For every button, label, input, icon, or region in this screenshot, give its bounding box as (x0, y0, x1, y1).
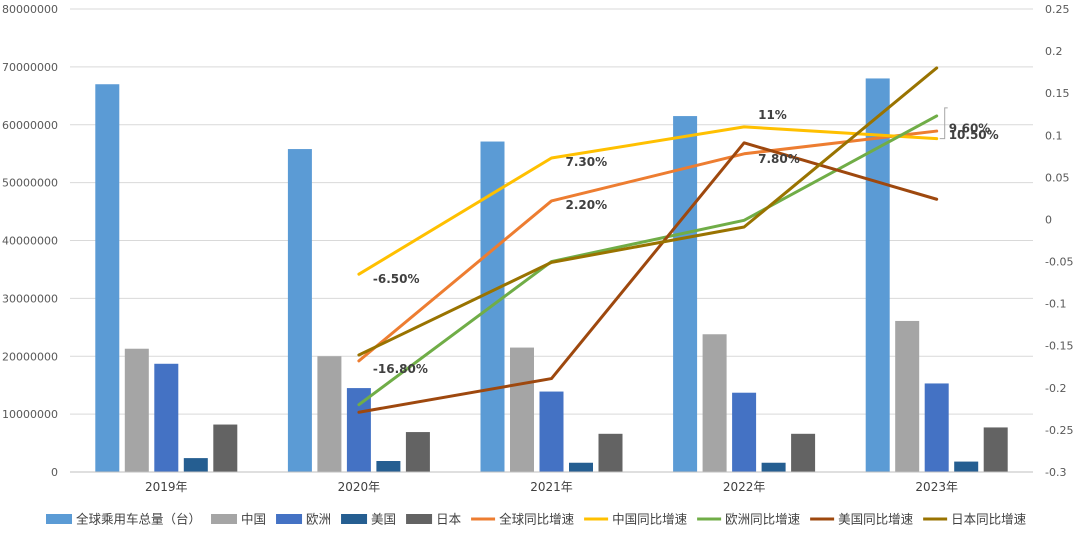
right-tick-label: -0.1 (1045, 298, 1066, 311)
bar (376, 461, 401, 472)
bar (213, 424, 238, 472)
right-tick-label: 0.05 (1045, 171, 1070, 184)
bar (346, 388, 371, 472)
bar (673, 116, 698, 472)
series-line (357, 125, 939, 276)
legend-label: 欧洲 (306, 512, 331, 527)
bar (702, 334, 727, 472)
bar (287, 149, 312, 472)
series-line (357, 114, 939, 407)
right-tick-label: 0.15 (1045, 87, 1070, 100)
legend-swatch (341, 514, 368, 524)
category-label: 2020年 (338, 480, 381, 494)
left-tick-label: 80000000 (2, 3, 58, 16)
left-tick-label: 20000000 (2, 350, 58, 363)
bar (598, 433, 623, 472)
bar (510, 347, 534, 472)
left-axis-ticks: 0 10000000 20000000 30000000 40000000 5000000… (2, 3, 58, 479)
data-label: 9.60% (949, 122, 991, 136)
data-labels: -6.50% -16.80% 7.30% 2.20% 11% 7.80% 9.60%10.5… (373, 107, 999, 376)
line-marks (357, 66, 939, 414)
legend-swatch (406, 514, 433, 524)
series-line (357, 66, 939, 357)
label-leader-line (939, 107, 948, 140)
legend-label: 日本同比增速 (951, 512, 1027, 527)
legend-label: 中国 (241, 512, 266, 527)
legend-label: 日本 (436, 512, 462, 527)
data-label: 11% (758, 108, 787, 122)
series-line (357, 129, 939, 363)
legend: 全球乘用车总量（台） 中国 欧洲 美国 日本 全球同比增速 中国同比增速 欧洲同比增速 美国同比… (46, 512, 1027, 527)
bar (154, 363, 179, 472)
bar (761, 462, 786, 472)
category-labels: 2019年 2020年 2021年 2022年 2023年 (145, 480, 958, 494)
right-axis-ticks: -0.3 -0.25 -0.2 -0.15 -0.1 -0.05 0 0.05 0.1 0.15 0… (1045, 3, 1073, 479)
bar (539, 391, 564, 472)
right-tick-label: 0 (1045, 213, 1052, 226)
category-label: 2021年 (530, 480, 573, 494)
bar (732, 392, 757, 472)
bar (95, 84, 120, 473)
category-label: 2019年 (145, 480, 188, 494)
legend-label: 美国 (371, 512, 396, 527)
bar (791, 433, 816, 472)
bar (895, 320, 920, 472)
legend-label: 欧洲同比增速 (725, 512, 801, 527)
legend-label: 全球同比增速 (499, 512, 575, 527)
category-label: 2023年 (915, 480, 958, 494)
right-tick-label: -0.15 (1045, 340, 1073, 353)
left-tick-label: 40000000 (2, 235, 58, 248)
legend-label: 全球乘用车总量（台） (76, 512, 201, 527)
bar (317, 356, 342, 472)
gridlines (70, 8, 1033, 415)
series-line (357, 141, 939, 414)
category-label: 2022年 (723, 480, 766, 494)
right-tick-label: -0.2 (1045, 382, 1066, 395)
right-tick-label: 0.2 (1045, 45, 1063, 58)
data-label: -6.50% (373, 272, 420, 286)
left-tick-label: 10000000 (2, 408, 58, 421)
legend-swatch (211, 514, 238, 524)
right-tick-label: -0.05 (1045, 256, 1073, 269)
left-tick-label: 50000000 (2, 177, 58, 190)
left-tick-label: 70000000 (2, 61, 58, 74)
bar (569, 462, 593, 472)
right-tick-label: -0.25 (1045, 424, 1073, 437)
bar (983, 427, 1008, 472)
data-label: 2.20% (566, 198, 608, 212)
left-tick-label: 60000000 (2, 119, 58, 132)
data-label: -16.80% (373, 362, 428, 376)
data-label: 7.30% (566, 155, 608, 169)
right-tick-label: 0.1 (1045, 129, 1063, 142)
bar (954, 461, 979, 472)
right-tick-label: -0.3 (1045, 466, 1066, 479)
bar (924, 383, 949, 472)
legend-swatch (276, 514, 303, 524)
legend-swatch (46, 514, 72, 524)
data-label: 10.50% (949, 128, 999, 142)
bar-marks (95, 78, 1008, 473)
bar (124, 348, 149, 472)
left-tick-label: 30000000 (2, 292, 58, 305)
bar (183, 458, 208, 472)
legend-label: 美国同比增速 (838, 512, 914, 527)
left-tick-label: 0 (51, 466, 58, 479)
bar (405, 432, 430, 472)
data-label: 7.80% (758, 152, 800, 166)
right-tick-label: 0.25 (1045, 3, 1070, 16)
legend-label: 中国同比增速 (612, 512, 688, 527)
